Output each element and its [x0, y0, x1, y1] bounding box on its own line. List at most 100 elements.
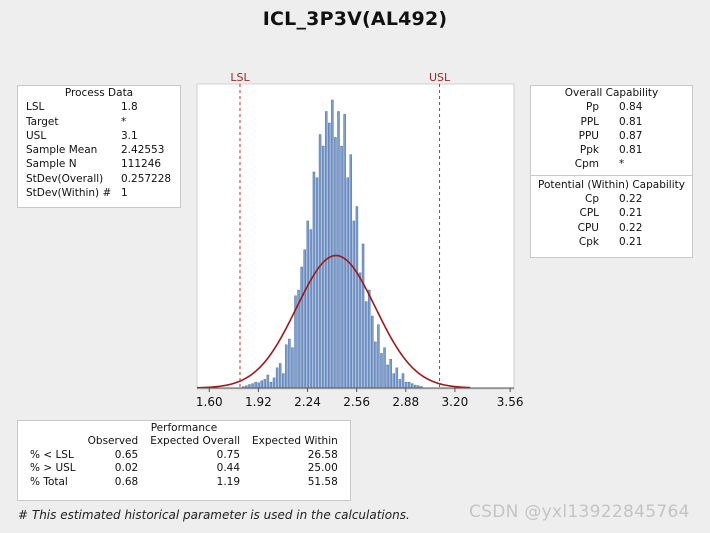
performance-cell: 0.65	[114, 448, 139, 461]
process-data-value: 1	[121, 187, 128, 200]
capability-value: 0.84	[619, 101, 643, 114]
performance-row: % > USL 0.02 0.44 25.00	[24, 462, 344, 476]
histogram-bar	[291, 347, 294, 389]
histogram-bar	[374, 341, 377, 389]
performance-header: Observed	[87, 435, 139, 448]
histogram-bar	[401, 373, 405, 389]
capability-label: Ppk	[579, 144, 599, 157]
x-tick-label: 1.60	[196, 395, 223, 409]
within-capability-title: Potential (Within) Capability	[538, 178, 685, 191]
process-data-title: Process Data	[64, 87, 134, 99]
capability-label: Cpm	[574, 158, 599, 171]
capability-label: CPL	[579, 207, 599, 220]
performance-cell: 51.58	[307, 475, 338, 488]
histogram-bar	[272, 377, 276, 389]
x-tick-label: 2.56	[343, 395, 370, 409]
histogram-bar	[386, 364, 389, 389]
capability-label: Pp	[586, 101, 599, 114]
performance-cell: 26.58	[307, 448, 338, 461]
x-tick-label: 2.24	[294, 395, 321, 409]
overall-capability-row: Pp 0.84	[531, 100, 692, 114]
watermark: CSDN @yxl13922845764	[469, 502, 690, 522]
histogram-bar	[281, 373, 285, 389]
spec-limit-label-lsl: LSL	[230, 71, 250, 84]
capability-value: 0.22	[619, 221, 643, 234]
capability-value: 0.21	[619, 235, 643, 248]
histogram-bar	[324, 111, 328, 389]
histogram-bar	[367, 289, 371, 389]
process-data-value: 1.8	[121, 101, 138, 114]
histogram-bar	[352, 220, 356, 389]
process-data-label: StDev(Overall)	[26, 172, 104, 185]
histogram-bar	[398, 379, 402, 389]
histogram-bar	[306, 220, 310, 389]
histogram-bar	[364, 301, 368, 389]
x-tick-label: 3.20	[442, 395, 469, 409]
process-data-row: Sample N 111246	[18, 157, 180, 171]
process-data-label: Sample N	[26, 158, 77, 171]
process-data-value: *	[121, 115, 127, 128]
histogram-bar	[337, 111, 340, 389]
footnote: # This estimated historical parameter is…	[18, 508, 410, 522]
process-data-label: USL	[26, 129, 47, 142]
performance-header	[24, 435, 82, 449]
histogram-bar	[278, 363, 282, 389]
process-data-value: 111246	[121, 158, 162, 171]
histogram-bar	[312, 171, 316, 389]
within-capability-row: Cpk 0.21	[531, 235, 692, 249]
histogram-bar	[303, 249, 306, 389]
x-tick-label: 2.88	[392, 395, 419, 409]
within-capability-row: CPL 0.21	[531, 206, 692, 220]
capability-label: Cpk	[578, 235, 599, 248]
spec-limit-label-usl: USL	[429, 71, 451, 84]
performance-cell: 1.19	[216, 475, 241, 488]
within-capability-row: CPU 0.22	[531, 221, 692, 235]
capability-value: 0.22	[619, 193, 643, 206]
histogram-bar	[343, 114, 346, 389]
histogram-bar	[254, 381, 257, 389]
process-data-row: LSL 1.8	[18, 100, 180, 114]
process-data-value: 0.257228	[121, 172, 172, 185]
histogram-bar	[318, 134, 322, 389]
chart-title: ICL_3P3V(AL492)	[262, 8, 448, 30]
process-data-row: StDev(Within) # 1	[18, 186, 180, 200]
capability-value: 0.87	[619, 129, 643, 142]
histogram-bar	[260, 380, 263, 389]
x-tick-label: 1.92	[245, 395, 272, 409]
within-capability-row: Cp 0.22	[531, 192, 692, 206]
process-data-row: Sample Mean 2.42553	[18, 143, 180, 157]
histogram-bar	[404, 381, 408, 389]
histogram-bar	[248, 384, 251, 389]
capability-label: PPU	[578, 129, 599, 142]
histogram-bars	[242, 99, 423, 389]
performance-row: % Total 0.68 1.19 51.58	[24, 476, 344, 490]
histogram-bar	[269, 381, 273, 389]
normal-fit-curve	[196, 254, 471, 389]
capability-label: CPU	[577, 221, 599, 234]
process-data-label: StDev(Within) #	[26, 187, 112, 200]
process-data-row: USL 3.1	[18, 129, 180, 143]
histogram-bar	[340, 145, 343, 389]
process-data-row: Target *	[18, 115, 180, 129]
histogram-bar	[285, 344, 288, 389]
histogram-bar	[355, 206, 359, 389]
process-data-value: 2.42553	[121, 144, 165, 157]
histogram-bar	[266, 374, 270, 389]
overall-capability-row: PPL 0.81	[531, 115, 692, 129]
histogram-bar	[275, 367, 279, 389]
histogram-bar	[263, 379, 267, 389]
histogram-bar	[395, 367, 399, 389]
performance-row-label: % < LSL	[30, 448, 74, 461]
histogram-bar	[349, 154, 353, 389]
performance-header: Expected Within	[252, 435, 338, 448]
capability-label: Cp	[585, 193, 599, 206]
process-data-panel: Process Data LSL 1.8 Target * USL 3.1 Sampl…	[17, 85, 181, 208]
histogram-bar	[389, 358, 392, 389]
histogram-bar	[361, 243, 365, 389]
process-data-row: StDev(Overall) 0.257228	[18, 172, 180, 186]
histogram-bar	[257, 382, 260, 389]
performance-cell: 25.00	[307, 462, 338, 475]
process-data-label: Sample Mean	[26, 144, 98, 157]
histogram-bar	[251, 383, 254, 389]
histogram-bar	[315, 177, 319, 389]
